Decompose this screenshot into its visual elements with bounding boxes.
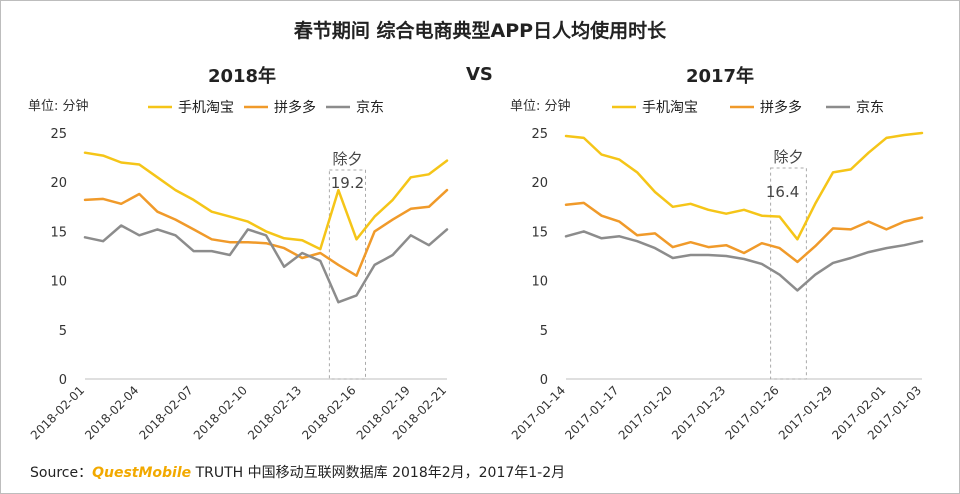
series-line-2 xyxy=(564,230,924,292)
series-line-1 xyxy=(83,188,449,277)
legend-label-2: 京东 xyxy=(356,100,384,116)
x-tick-label: 2017-01-17 xyxy=(562,383,621,442)
y-tick-label: 10 xyxy=(50,275,67,290)
source-prefix: Source： xyxy=(30,465,93,481)
series-line-0 xyxy=(83,151,449,251)
highlight-label: 除夕 xyxy=(332,150,362,168)
legend-label-0: 手机淘宝 xyxy=(642,100,698,116)
y-tick-label: 20 xyxy=(50,176,67,191)
legend-label-0: 手机淘宝 xyxy=(178,100,234,116)
source-brand: QuestMobile xyxy=(92,465,192,481)
x-tick-label: 2017-01-29 xyxy=(776,383,835,442)
source-rest: TRUTH 中国移动互联网数据库 2018年2月，2017年1-2月 xyxy=(191,465,566,481)
chart-title-2017: 2017年 xyxy=(685,66,755,87)
figure-title: 春节期间 综合电商典型APP日人均使用时长 xyxy=(293,20,667,42)
legend-label-1: 拼多多 xyxy=(760,99,802,116)
y-tick-label: 5 xyxy=(540,324,548,339)
highlight-label: 除夕 xyxy=(773,148,803,166)
highlight-value-label: 19.2 xyxy=(331,174,364,192)
vs-label: VS xyxy=(466,64,493,85)
y-tick-label: 25 xyxy=(50,127,67,142)
x-tick-label: 2017-01-23 xyxy=(669,383,728,442)
y-tick-label: 0 xyxy=(540,373,548,388)
x-tick-label: 2017-01-14 xyxy=(509,383,568,442)
legend-label-1: 拼多多 xyxy=(274,99,316,116)
y-tick-label: 5 xyxy=(59,324,67,339)
highlight-box xyxy=(328,169,366,380)
highlight-box xyxy=(770,167,807,380)
y-tick-label: 20 xyxy=(531,176,548,191)
series-line-0 xyxy=(564,131,924,241)
y-tick-label: 15 xyxy=(531,225,548,240)
x-tick-label: 2017-01-20 xyxy=(616,383,675,442)
highlight-value-label: 16.4 xyxy=(766,183,799,201)
y-tick-label: 0 xyxy=(59,373,67,388)
y-tick-label: 25 xyxy=(531,127,548,142)
unit-label: 单位: 分钟 xyxy=(28,98,89,114)
y-tick-label: 15 xyxy=(50,225,67,240)
chart-title-2018: 2018年 xyxy=(207,66,277,87)
y-tick-label: 10 xyxy=(531,275,548,290)
unit-label: 单位: 分钟 xyxy=(510,98,571,114)
source-note: Source：QuestMobile TRUTH 中国移动互联网数据库 2018… xyxy=(30,462,565,482)
legend-label-2: 京东 xyxy=(856,100,884,116)
x-tick-label: 2017-01-26 xyxy=(723,383,782,442)
series-line-2 xyxy=(83,224,449,304)
series-line-1 xyxy=(564,201,924,264)
